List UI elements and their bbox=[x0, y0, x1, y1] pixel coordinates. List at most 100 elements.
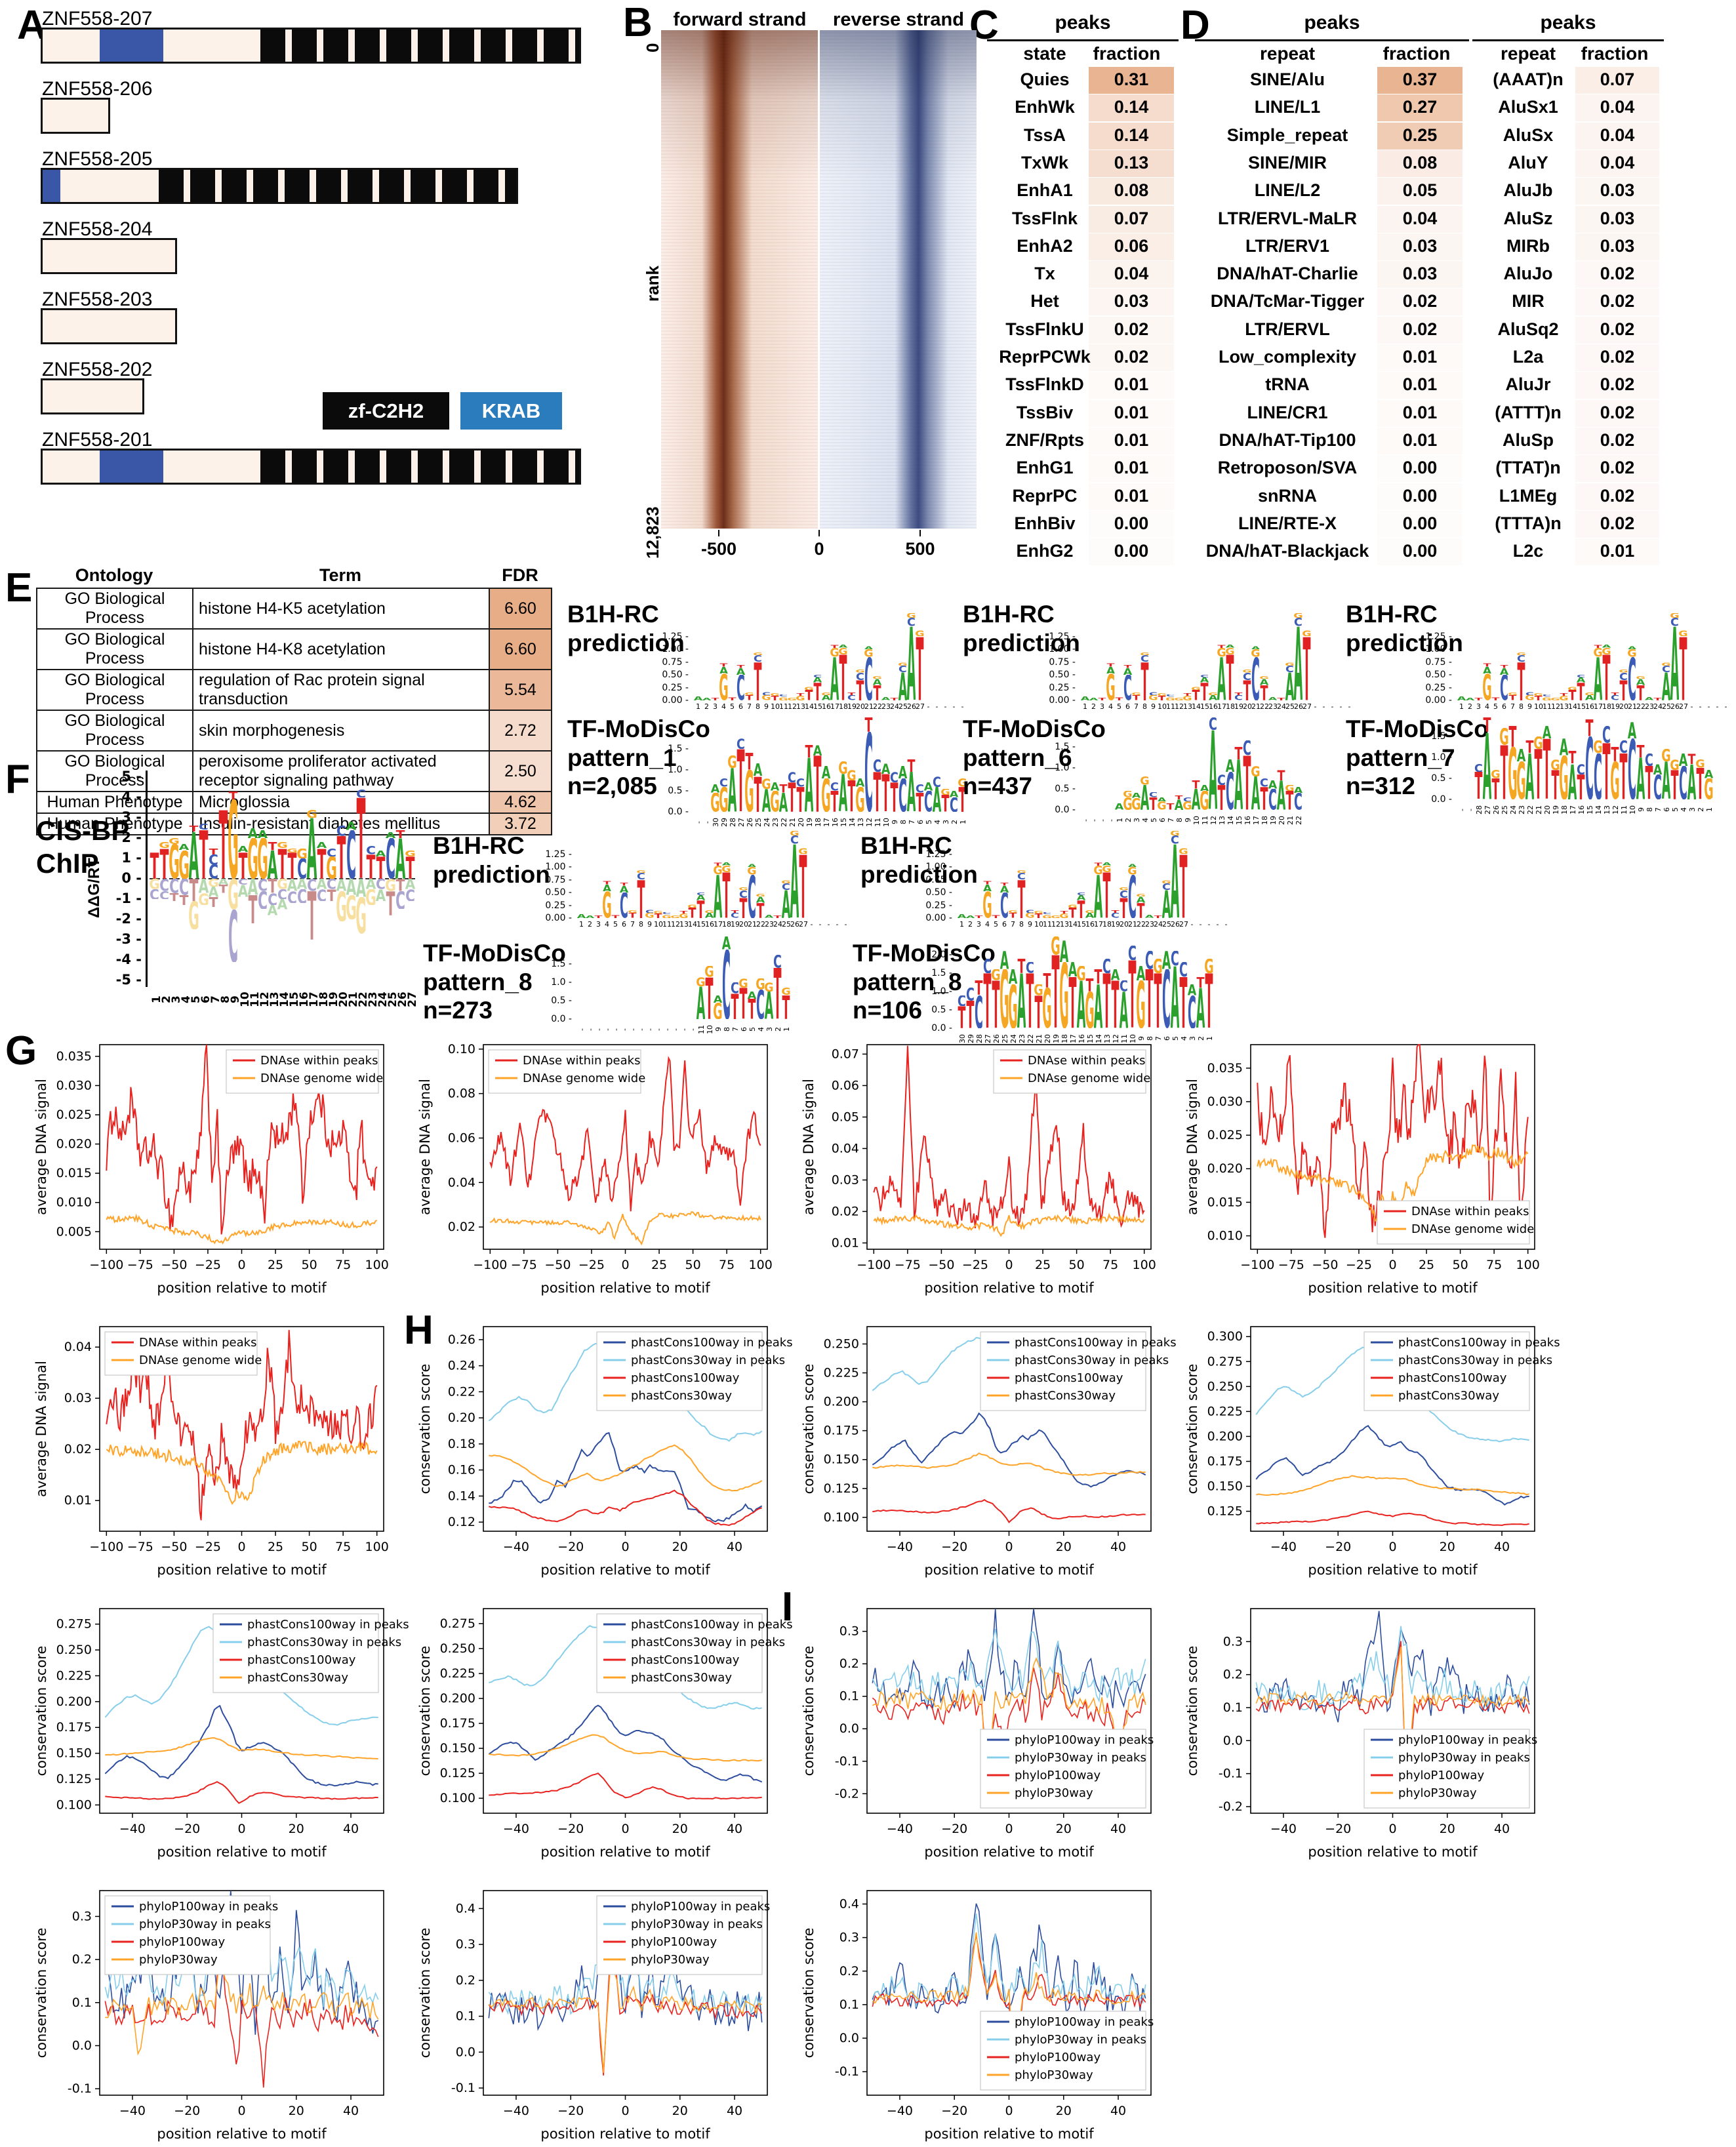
legend-box bbox=[1377, 1200, 1530, 1245]
logo-letter-G: G bbox=[916, 630, 924, 636]
svg-text:C: C bbox=[662, 912, 671, 914]
svg-text:G: G bbox=[1141, 776, 1149, 785]
logo-ytick: 0.00 - bbox=[545, 913, 572, 923]
column-header: fraction bbox=[1581, 43, 1649, 64]
logo-letter-G: G bbox=[1043, 988, 1051, 1028]
logo-letter-T: T bbox=[1026, 973, 1034, 1028]
row-name: AluSx bbox=[1503, 125, 1554, 145]
logo-letter-C: C bbox=[1149, 692, 1158, 695]
y-tick-label: 0.1 bbox=[839, 1997, 859, 2012]
logo-letter-C: C bbox=[336, 826, 346, 836]
svg-text:G: G bbox=[1034, 984, 1043, 995]
logo-letter-T: T bbox=[1518, 662, 1525, 701]
logo-xtick: 19 bbox=[1234, 702, 1243, 711]
svg-text:G: G bbox=[405, 851, 415, 856]
x-tick-label: −20 bbox=[1325, 1540, 1351, 1554]
logo-ytick: 0.0 - bbox=[1055, 805, 1076, 815]
logo-letter-A: A bbox=[1687, 764, 1696, 799]
logo-letter-G: G bbox=[179, 851, 189, 879]
x-tick-label: 0 bbox=[1005, 1258, 1013, 1272]
cisbp-ytick: 2 - bbox=[121, 830, 142, 845]
logo-xtick: 6 bbox=[1158, 818, 1167, 823]
svg-text:A: A bbox=[1662, 761, 1670, 799]
logo-letter-G: G bbox=[1594, 740, 1602, 753]
logo-xtick: 25 bbox=[754, 818, 763, 827]
y-tick-label: 0.0 bbox=[1223, 1733, 1243, 1748]
logo-letter-G: G bbox=[1662, 749, 1670, 761]
svg-text:A: A bbox=[1171, 966, 1179, 1028]
logo-xtick: 24 bbox=[1277, 702, 1286, 711]
logo-xtick: 12 bbox=[671, 920, 680, 929]
transcript-bar bbox=[41, 308, 177, 344]
logo-letter-T: T bbox=[1697, 768, 1705, 799]
svg-text:T: T bbox=[1086, 978, 1094, 992]
logo-xtick: 1 bbox=[1459, 702, 1464, 711]
svg-text:T: T bbox=[774, 915, 782, 918]
logo-xtick: 10 bbox=[1628, 805, 1637, 814]
svg-text:C: C bbox=[847, 695, 856, 700]
y-tick-label: 0.1 bbox=[72, 1996, 92, 2010]
logo-letter-A: A bbox=[1653, 764, 1662, 774]
logo-letter-T: T bbox=[737, 749, 745, 812]
series-phylop30way bbox=[872, 1656, 1146, 1797]
y-tick-label: 0.3 bbox=[839, 1931, 859, 1945]
logo-ytick: 1.25 - bbox=[662, 631, 689, 642]
heatmap-xtick-mark bbox=[718, 530, 719, 536]
svg-text:T: T bbox=[814, 755, 822, 812]
legend-label: phastCons100way in peaks bbox=[247, 1618, 409, 1632]
logo-ytick: 1.5 - bbox=[668, 744, 689, 754]
svg-text:A: A bbox=[881, 763, 890, 774]
svg-text:A: A bbox=[1192, 789, 1200, 810]
x-tick-label: 0 bbox=[1005, 2104, 1013, 2118]
legend-label: DNAse within peaks bbox=[1028, 1054, 1145, 1068]
series-phylop100way-in-peaks bbox=[872, 1609, 1146, 1711]
logo-letter-C: C bbox=[1149, 792, 1158, 797]
logo-letter-T: T bbox=[780, 784, 788, 793]
logo-letter-T: T bbox=[1620, 680, 1628, 700]
svg-text:G: G bbox=[1162, 880, 1171, 883]
logo-xtick: 24 bbox=[1653, 702, 1663, 711]
svg-text:C: C bbox=[317, 889, 327, 902]
svg-text:T: T bbox=[190, 879, 199, 901]
logo-letter-A: A bbox=[1260, 679, 1268, 685]
svg-text:A: A bbox=[881, 697, 890, 700]
cisbp-label-line2: ChIP bbox=[36, 847, 99, 879]
b1h-rc-prediction-label: B1H-RC prediction bbox=[860, 832, 978, 889]
logo-xtick: 18 bbox=[722, 920, 731, 929]
logo-letter-C: C bbox=[1128, 875, 1137, 918]
krab-domain bbox=[100, 451, 163, 483]
logo-ytick: 0.00 - bbox=[925, 913, 952, 923]
x-tick-label: −40 bbox=[1270, 1540, 1297, 1554]
svg-text:G: G bbox=[327, 856, 336, 879]
svg-text:A: A bbox=[1653, 764, 1662, 774]
ontology-table: GO Biological Process histone H4-K5 acety… bbox=[36, 588, 552, 835]
cisbp-ytick: -2 - bbox=[115, 911, 142, 927]
svg-text:C: C bbox=[890, 772, 898, 782]
logo-letter-A: A bbox=[822, 766, 830, 778]
svg-text:G: G bbox=[745, 770, 754, 812]
logo-letter-G: G bbox=[1483, 673, 1491, 700]
svg-text:C: C bbox=[1026, 962, 1034, 973]
svg-text:A: A bbox=[714, 875, 722, 918]
svg-text:A: A bbox=[898, 672, 907, 700]
svg-text:C: C bbox=[1111, 913, 1120, 918]
svg-text:T: T bbox=[958, 1006, 966, 1028]
transcript-bar bbox=[41, 449, 581, 485]
logo-xtick: - bbox=[844, 920, 847, 929]
logo-letter-T: T bbox=[317, 849, 327, 879]
svg-text:A: A bbox=[366, 879, 376, 889]
svg-text:A: A bbox=[620, 886, 628, 893]
logo-letter-G: G bbox=[277, 842, 287, 848]
x-tick-label: 0 bbox=[621, 1540, 629, 1554]
logo-letter-G: G bbox=[1670, 759, 1679, 770]
logo-letter-T: T bbox=[1611, 692, 1619, 696]
x-tick-label: −20 bbox=[941, 1540, 967, 1554]
logo-letter-G: G bbox=[805, 687, 813, 690]
svg-text:C: C bbox=[731, 982, 739, 993]
fraction-cell bbox=[1089, 122, 1174, 150]
fraction-cell bbox=[1377, 427, 1463, 454]
fraction-cell bbox=[1377, 261, 1463, 289]
svg-text:T: T bbox=[1509, 726, 1517, 747]
svg-text:A: A bbox=[287, 879, 297, 891]
legend-zf-c2h2-chip: zf-C2H2 bbox=[323, 392, 449, 430]
